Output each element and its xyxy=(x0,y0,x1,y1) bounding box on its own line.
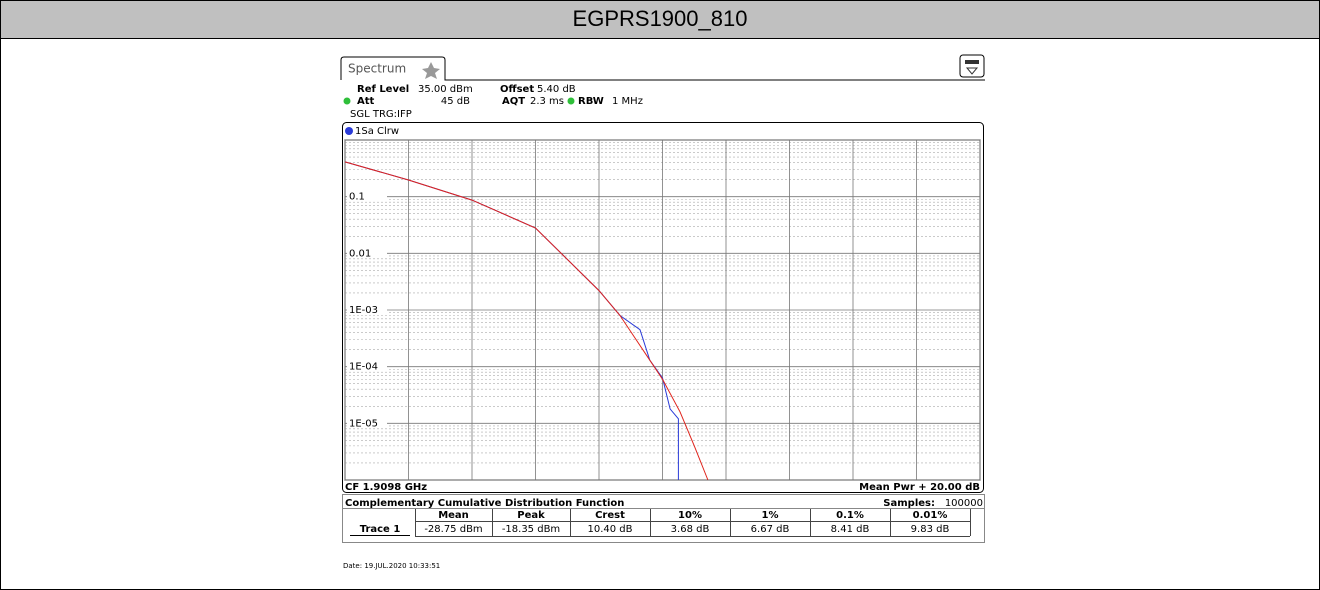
table-title: Complementary Cumulative Distribution Fu… xyxy=(345,498,624,509)
page-title: EGPRS1900_810 xyxy=(573,6,748,31)
menu-arrow xyxy=(965,67,979,75)
setting-label: Ref Level xyxy=(357,84,409,95)
setting-label: Offset xyxy=(500,84,534,95)
samples-label: Samples: xyxy=(883,498,935,509)
y-tick-label: 1E-05 xyxy=(349,418,378,429)
setting-value: 5.40 dB xyxy=(537,84,576,95)
trace-dot xyxy=(345,127,353,135)
tab-icon xyxy=(422,62,440,79)
setting-value: 45 dB xyxy=(441,96,470,107)
column-header: 10% xyxy=(678,510,702,521)
y-tick-label-bg xyxy=(347,360,387,372)
y-tick-label-bg xyxy=(347,417,387,429)
title-bar xyxy=(0,0,1320,39)
samples-value: 100000 xyxy=(945,498,983,509)
y-tick-label: 0.1 xyxy=(349,192,365,203)
setting-label: RBW xyxy=(578,96,604,107)
trigger: SGL TRG:IFP xyxy=(350,109,412,120)
setting-value: 2.3 ms xyxy=(530,96,564,107)
table-cell: 9.83 dB xyxy=(911,524,950,535)
trace-line xyxy=(344,161,709,481)
setting-label: Att xyxy=(357,96,375,107)
x-start-label: CF 1.9098 GHz xyxy=(345,482,427,493)
y-tick-label: 1E-04 xyxy=(349,362,378,373)
y-tick-label-bg xyxy=(347,190,387,202)
tab-label[interactable]: Spectrum xyxy=(348,62,406,76)
y-tick-label-bg xyxy=(347,304,387,315)
table-cell: -28.75 dBm xyxy=(424,524,482,535)
column-header: Peak xyxy=(517,510,545,521)
row-header: Trace 1 xyxy=(360,524,401,535)
plot: 0.1 0.01 1E-03 1E-04 1E-05 xyxy=(344,139,981,481)
column-header: 0.01% xyxy=(913,510,948,521)
table-cell: 6.67 dB xyxy=(751,524,790,535)
tab-outline xyxy=(340,56,985,81)
column-header: 0.1% xyxy=(836,510,864,521)
table-cell: 10.40 dB xyxy=(587,524,632,535)
menu-icon xyxy=(965,60,979,64)
date: Date: 19.JUL.2020 10:33:51 xyxy=(343,562,440,570)
x-end-label: Mean Pwr + 20.00 dB xyxy=(859,482,980,493)
column-header: 1% xyxy=(762,510,779,521)
table-cell: -18.35 dBm xyxy=(502,524,560,535)
trace-label: 1Sa Clrw xyxy=(355,126,399,137)
table-cell: 3.68 dB xyxy=(671,524,710,535)
table-frame xyxy=(342,494,985,543)
status-dot xyxy=(567,97,575,105)
table-cell: 8.41 dB xyxy=(831,524,870,535)
y-tick-label: 0.01 xyxy=(349,248,371,259)
column-header: Mean xyxy=(438,510,469,521)
y-tick-label-bg xyxy=(347,247,387,259)
column-header: Crest xyxy=(595,510,625,521)
setting-label: AQT xyxy=(502,96,525,107)
setting-value: 35.00 dBm xyxy=(418,84,473,95)
status-dot xyxy=(343,97,351,105)
setting-value: 1 MHz xyxy=(612,96,643,107)
table: Mean Peak Crest 10% 1% 0.1% 0.01% Trace 1 -28.75… xyxy=(342,508,985,537)
y-tick-label: 1E-03 xyxy=(349,305,378,316)
